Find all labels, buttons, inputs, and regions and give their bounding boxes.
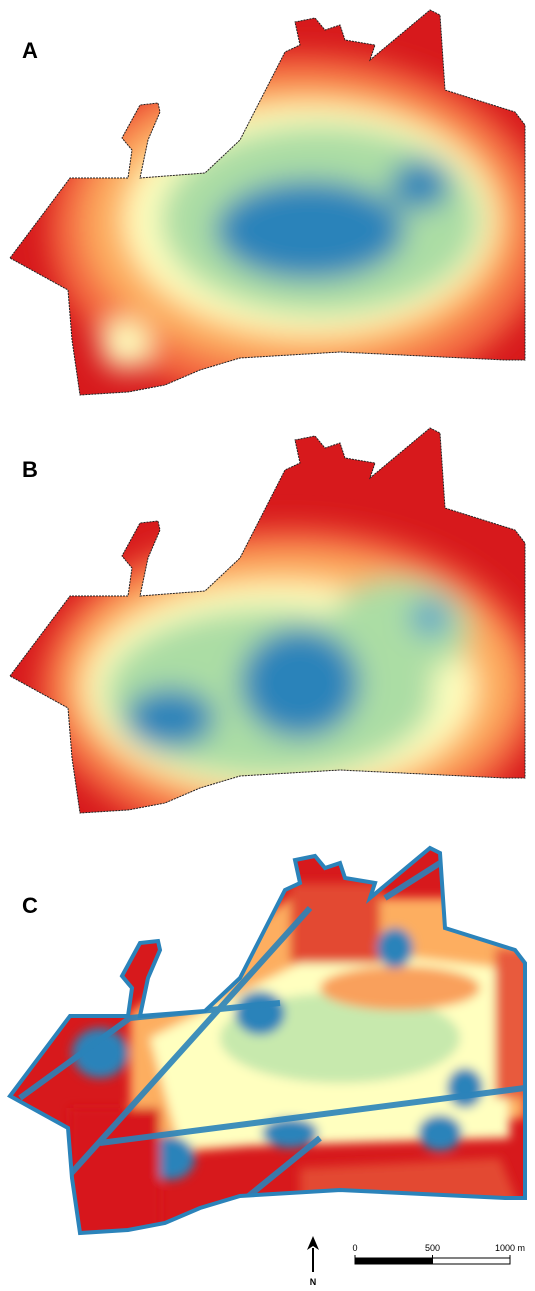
page: {"panels": [{"label": "A"}, {"label": "B… <box>0 0 535 1291</box>
scale-label: 0 <box>352 1243 357 1253</box>
panel-c <box>0 838 535 1258</box>
panel-label: C <box>22 893 38 918</box>
panel-b <box>0 418 535 848</box>
panel-a <box>0 0 535 420</box>
panel-label: A <box>22 38 38 63</box>
scale-segment <box>355 1258 433 1264</box>
scale-segment <box>433 1258 511 1264</box>
north-label: N <box>310 1277 317 1287</box>
scale-bar: 0 500 1000 m <box>352 1243 525 1264</box>
scale-label: 1000 m <box>495 1243 525 1253</box>
north-arrow: N <box>307 1236 319 1287</box>
panel-label: B <box>22 457 38 482</box>
figure: A B C N 0 500 1000 m <box>0 0 535 1291</box>
scale-label: 500 <box>425 1243 440 1253</box>
